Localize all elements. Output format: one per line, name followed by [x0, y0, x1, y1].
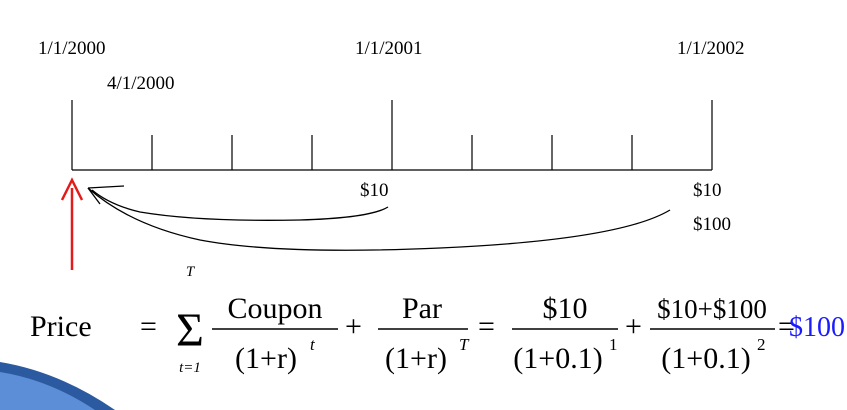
- exponent: 1: [609, 335, 618, 354]
- plus: +: [625, 310, 642, 343]
- plus: +: [345, 310, 362, 343]
- cash-flow: $100: [693, 214, 731, 235]
- arrow-head: [87, 185, 125, 205]
- swoosh: [0, 372, 95, 410]
- denominator: (1+r): [235, 342, 297, 375]
- date-label: 1/1/2002: [677, 38, 745, 59]
- exponent: t: [310, 335, 316, 354]
- equals: =: [140, 310, 157, 343]
- result: $100: [789, 312, 845, 343]
- denominator: (1+0.1): [661, 342, 750, 375]
- numerator: $10: [543, 292, 588, 325]
- exponent: 2: [757, 335, 766, 354]
- denominator: (1+r): [385, 342, 447, 375]
- sum-symbol: Σ: [176, 304, 204, 357]
- formula: Price = T Σ t=1 Coupon (1+r) t + Par (1+…: [30, 264, 845, 376]
- date-label: 4/1/2000: [107, 73, 175, 94]
- discount-arrow: [87, 187, 671, 251]
- formula-lhs: Price: [30, 310, 92, 343]
- cash-flow: $10: [693, 180, 722, 201]
- sum-upper: T: [186, 264, 196, 280]
- arrow-head: [60, 177, 84, 201]
- numerator: Coupon: [227, 292, 322, 325]
- equals: =: [778, 310, 795, 343]
- cash-flow: $10: [360, 180, 389, 201]
- denominator: (1+0.1): [513, 342, 602, 375]
- numerator: Par: [402, 292, 442, 325]
- date-label: 1/1/2000: [38, 38, 106, 59]
- numerator: $10+$100: [657, 294, 767, 324]
- exponent: T: [459, 335, 470, 354]
- discount-arrow: [91, 189, 389, 221]
- sum-lower: t=1: [179, 360, 201, 376]
- date-label: 1/1/2001: [355, 38, 423, 59]
- timeline: 1/1/2000 4/1/2000 1/1/2001 1/1/2002 $10 …: [38, 38, 745, 235]
- equals: =: [478, 310, 495, 343]
